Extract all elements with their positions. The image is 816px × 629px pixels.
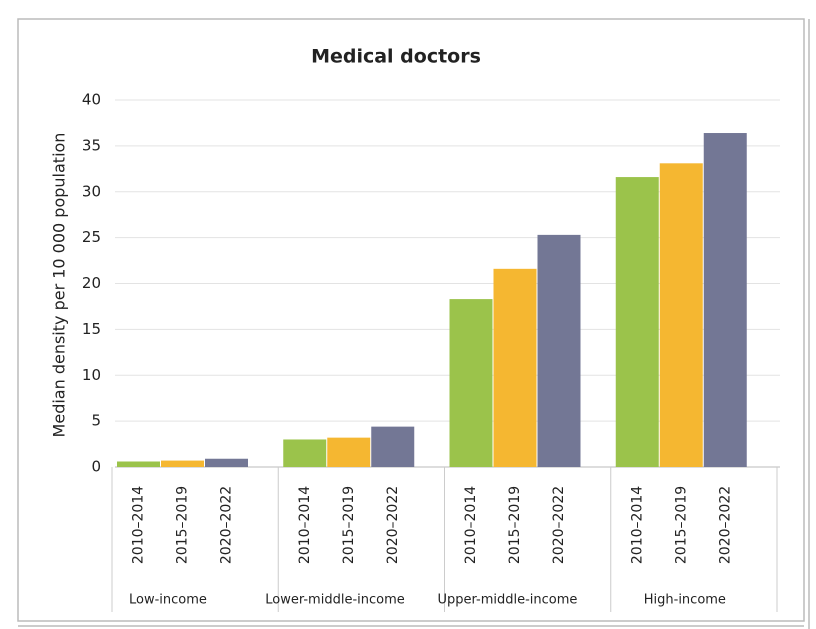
bar [283,439,327,467]
group-label: Upper-middle-income [438,593,578,608]
group-label: Lower-middle-income [265,593,405,608]
x-tick-label: 2015–2019 [341,486,357,564]
x-tick-label: 2015–2019 [175,486,191,564]
y-tick-label: 0 [91,458,101,476]
x-tick-label: 2010–2014 [463,486,479,564]
bar [327,437,371,467]
x-tick-label: 2010–2014 [629,486,645,564]
y-tick-label: 25 [82,228,101,246]
y-tick-label: 10 [82,366,101,384]
x-tick-label: 2020–2022 [717,486,733,564]
group-label: Low-income [129,593,207,608]
x-tick-label: 2010–2014 [131,486,147,564]
bar [205,458,248,467]
y-tick-label: 20 [82,274,101,292]
bar [537,234,581,467]
x-tick-label: 2020–2022 [219,486,235,564]
y-tick-label: 35 [82,136,101,154]
x-tick-label: 2015–2019 [507,486,523,564]
y-axis-label: Median density per 10 000 population [50,133,69,438]
bar [615,177,659,467]
group-label: High-income [644,593,726,608]
bar [449,299,493,467]
frame [17,18,805,622]
bar [703,133,747,467]
bar [117,461,160,467]
x-tick-label: 2020–2022 [551,486,567,564]
y-tick-label: 30 [82,182,101,200]
bar [371,426,415,467]
y-tick-label: 40 [82,91,101,109]
y-tick-label: 5 [91,412,101,430]
x-tick-label: 2015–2019 [673,486,689,564]
y-tick-label: 15 [82,320,101,338]
chart-title: Medical doctors [311,46,481,68]
bar [493,268,537,467]
bar [161,460,204,467]
x-tick-label: 2020–2022 [385,486,401,564]
bar [659,163,703,467]
x-tick-label: 2010–2014 [297,486,313,564]
